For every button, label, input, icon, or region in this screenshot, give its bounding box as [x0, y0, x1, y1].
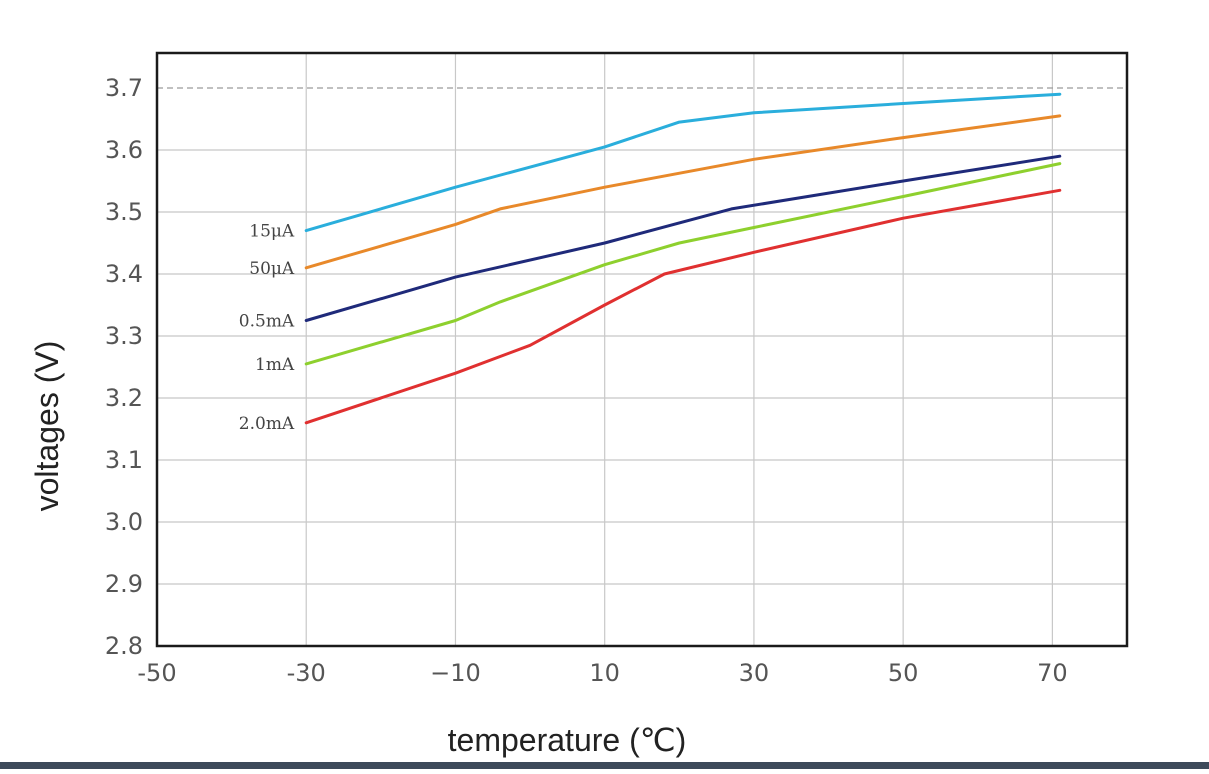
series-label: 15μA: [249, 222, 295, 242]
series-label: 50μA: [249, 259, 295, 279]
x-tick-label: 70: [1037, 659, 1068, 687]
x-axis-title: temperature (℃): [448, 722, 687, 758]
series-label: 1mA: [255, 355, 295, 375]
y-tick-label: 2.8: [105, 632, 143, 660]
series-line: [304, 162, 1062, 366]
x-tick-label: -30: [287, 659, 326, 687]
y-tick-label: 3.3: [105, 322, 143, 350]
x-tick-label: 50: [888, 659, 919, 687]
y-tick-label: 2.9: [105, 570, 143, 598]
x-tick-labels: -50 -30 −10 10 30 50 70: [137, 659, 1067, 687]
y-tick-labels: 2.8 2.9 3.0 3.1 3.2 3.3 3.4 3.5 3.6 3.7: [105, 74, 143, 660]
x-tick-label: 30: [739, 659, 770, 687]
y-tick-label: 3.1: [105, 446, 143, 474]
series-line: [304, 92, 1062, 233]
y-tick-label: 3.4: [105, 260, 143, 288]
y-tick-label: 3.6: [105, 136, 143, 164]
plot-frame: [155, 51, 1129, 648]
y-tick-label: 3.5: [105, 198, 143, 226]
series-label: 0.5mA: [239, 312, 295, 332]
series-label: 2.0mA: [239, 414, 295, 434]
y-tick-label: 3.7: [105, 74, 143, 102]
series-line: [304, 114, 1062, 270]
grid: [157, 53, 1127, 646]
x-tick-label: −10: [430, 659, 481, 687]
x-tick-label: 10: [589, 659, 620, 687]
series-labels: 15μA 50μA 0.5mA 1mA 2.0mA: [239, 222, 295, 434]
series-lines: [304, 92, 1062, 425]
bottom-bar: [0, 762, 1209, 769]
y-axis-title: voltages (V): [29, 341, 65, 512]
y-tick-label: 3.0: [105, 508, 143, 536]
series-line: [304, 188, 1062, 425]
x-tick-label: -50: [137, 659, 176, 687]
y-tick-label: 3.2: [105, 384, 143, 412]
series-line: [304, 154, 1062, 322]
